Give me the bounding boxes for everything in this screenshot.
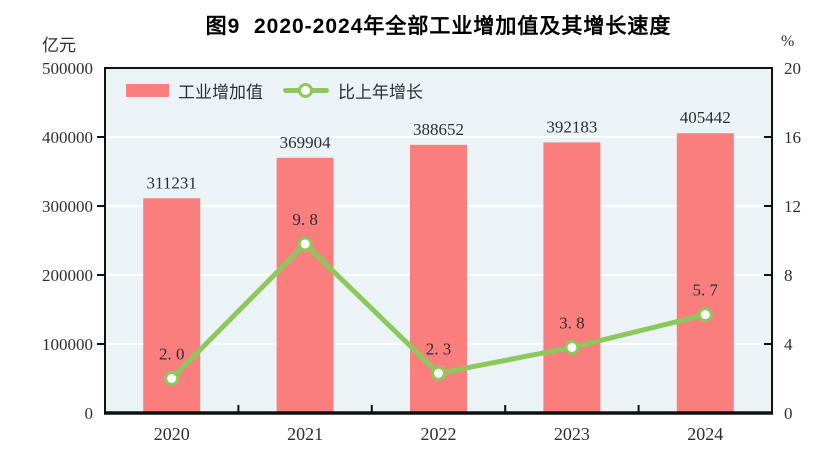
line-value-label-2023: 3. 8 — [559, 313, 585, 332]
line-value-label-2020: 2. 0 — [159, 345, 185, 364]
legend: 工业增加值 比上年增长 — [126, 78, 423, 103]
x-axis-label-2021: 2021 — [287, 424, 323, 444]
right-axis-tick-label: 12 — [784, 197, 801, 216]
left-axis-tick-label: 0 — [85, 404, 94, 423]
line-marker-2020 — [164, 371, 180, 386]
bar-value-label-2023: 392183 — [546, 117, 597, 136]
x-axis-label-2020: 2020 — [154, 424, 190, 444]
chart-title: 图9 2020-2024年全部工业增加值及其增长速度 — [205, 15, 672, 38]
line-sample-marker — [298, 83, 313, 98]
bar-2021 — [276, 157, 334, 413]
legend-item-line-series: 比上年增长 — [283, 78, 423, 103]
line-series-swatch-icon — [283, 83, 329, 98]
left-axis-unit-label: 亿元 — [42, 36, 76, 55]
line-marker-2021 — [297, 236, 313, 252]
bar-value-label-2024: 405442 — [680, 108, 731, 127]
bar-series-swatch-icon — [126, 84, 169, 97]
left-axis-tick-label: 200000 — [42, 266, 93, 285]
bar-2024 — [676, 133, 734, 413]
right-axis-tick-label: 8 — [784, 266, 793, 285]
bar-2023 — [543, 142, 601, 413]
left-axis-tick-label: 100000 — [42, 335, 93, 354]
legend-label-line-series: 比上年增长 — [338, 83, 423, 102]
line-marker-2022 — [431, 365, 446, 381]
right-axis-tick-label: 4 — [784, 335, 793, 354]
bar-value-label-2021: 369904 — [280, 133, 332, 152]
line-value-label-2022: 2. 3 — [426, 339, 452, 358]
left-axis-tick-label: 400000 — [42, 128, 93, 147]
bar-value-label-2020: 311231 — [147, 173, 197, 192]
line-marker-2023 — [564, 339, 580, 355]
line-marker-2024 — [697, 307, 713, 323]
right-axis-unit-label: % — [781, 33, 795, 50]
legend-label-bar-series: 工业增加值 — [178, 83, 263, 102]
legend-item-bar-series: 工业增加值 — [126, 78, 263, 103]
right-axis-tick-label: 0 — [784, 404, 793, 423]
right-axis-tick-label: 16 — [784, 128, 801, 147]
bar-value-label-2022: 388652 — [413, 120, 464, 139]
x-axis-label-2024: 2024 — [687, 424, 723, 444]
line-value-label-2024: 5. 7 — [693, 281, 719, 300]
left-axis-tick-label: 500000 — [42, 59, 93, 78]
line-value-label-2021: 9. 8 — [292, 210, 318, 229]
x-axis-label-2023: 2023 — [554, 424, 590, 444]
right-axis-tick-label: 20 — [784, 59, 801, 78]
x-axis-label-2022: 2022 — [421, 424, 457, 444]
left-axis-tick-label: 300000 — [42, 197, 93, 216]
